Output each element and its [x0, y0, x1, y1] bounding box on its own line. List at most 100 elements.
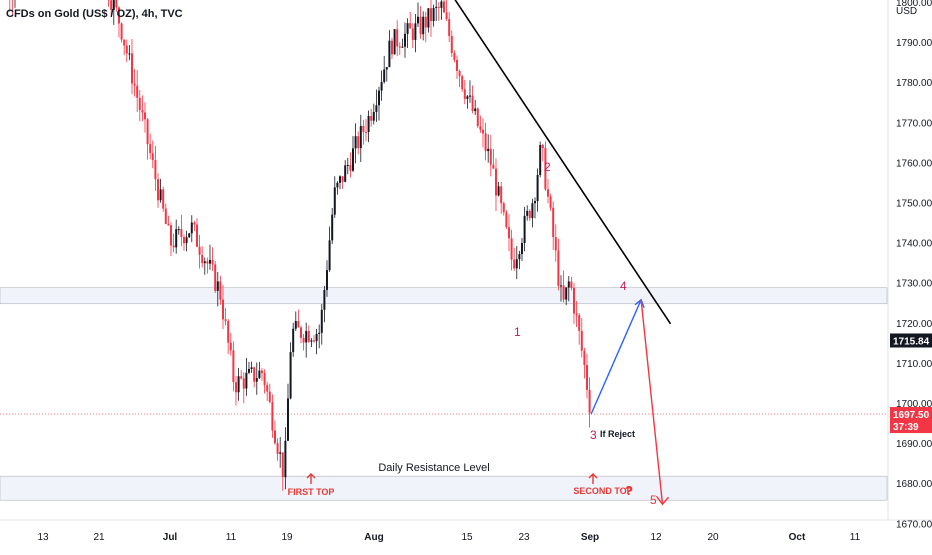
zone-1 — [0, 476, 887, 500]
candle-body — [191, 223, 193, 234]
candle-body — [529, 211, 531, 218]
candle-body — [399, 46, 401, 47]
candle-body — [409, 23, 411, 28]
candle-body — [352, 148, 354, 170]
price-axis[interactable]: 1670.001680.001690.001700.001710.001720.… — [888, 0, 932, 530]
resistance-label: Daily Resistance Level — [378, 462, 489, 474]
candle-body — [264, 373, 266, 385]
candle-body — [227, 321, 229, 343]
price-tick-label: 1790.00 — [896, 38, 932, 49]
candle-body — [316, 334, 318, 341]
candle-body — [193, 223, 195, 225]
price-badge-label: 1715.84 — [893, 336, 930, 347]
candle-body — [147, 119, 149, 144]
projection-down-arrow[interactable] — [641, 300, 662, 505]
candle-body — [245, 373, 247, 389]
candle-body — [552, 208, 554, 237]
candle-body — [251, 367, 253, 369]
candle-body — [323, 290, 325, 310]
candle-body — [547, 189, 549, 196]
candle-body — [136, 86, 138, 98]
trendline[interactable] — [441, 0, 670, 324]
candle-body — [422, 17, 424, 34]
candle-body — [550, 196, 552, 207]
candle-body — [347, 165, 349, 166]
candle-body — [373, 112, 375, 121]
candle-body — [180, 229, 182, 237]
candle-body — [186, 237, 188, 243]
candle-body — [128, 53, 130, 54]
candle-body — [433, 8, 435, 21]
candle-body — [240, 376, 242, 378]
candle-body — [573, 288, 575, 314]
candle-body — [308, 331, 310, 342]
candle-body — [204, 261, 206, 263]
candle-body — [334, 187, 336, 214]
candle-body — [183, 237, 185, 243]
candle-body — [269, 392, 271, 402]
candle-body — [303, 338, 305, 343]
symbol-title: CFDs on Gold (US$ / OZ), 4h, TVC — [6, 8, 183, 20]
candle-body — [490, 149, 492, 165]
candle-body — [464, 89, 466, 99]
price-tick-label: 1710.00 — [896, 359, 932, 370]
candle-body — [318, 333, 320, 334]
candle-body — [232, 350, 234, 382]
price-tick-label: 1680.00 — [896, 479, 932, 490]
candle-body — [453, 53, 455, 60]
candle-body — [165, 209, 167, 224]
candle-body — [214, 264, 216, 291]
candle-body — [235, 382, 237, 392]
second-top-label: SECOND TOP — [573, 486, 632, 496]
candle-body — [321, 310, 323, 333]
candle-body — [271, 402, 273, 431]
candle-body — [526, 211, 528, 216]
candle-body — [305, 331, 307, 342]
candle-body — [518, 254, 520, 259]
time-tick-label: Sep — [581, 532, 599, 543]
time-tick-label: 19 — [281, 532, 293, 543]
candle-body — [427, 8, 429, 27]
candle-body — [407, 23, 409, 34]
candle-body — [537, 175, 539, 201]
candle-body — [542, 145, 544, 148]
price-tick-label: 1770.00 — [896, 118, 932, 129]
candle-body — [212, 260, 214, 264]
candle-body — [378, 91, 380, 106]
candle-body — [277, 443, 279, 454]
candle-body — [290, 352, 292, 398]
candle-body — [492, 165, 494, 169]
candle-body — [225, 319, 227, 321]
candle-body — [420, 17, 422, 34]
wave-label-4: 4 — [620, 279, 627, 293]
candle-body — [589, 390, 591, 413]
candle-body — [570, 281, 572, 287]
candle-body — [576, 313, 578, 315]
candle-body — [560, 285, 562, 286]
candle-body — [201, 255, 203, 263]
time-tick-label: 12 — [650, 532, 662, 543]
candle-body — [578, 315, 580, 331]
candle-body — [425, 17, 427, 28]
candle-body — [344, 165, 346, 181]
candle-body — [123, 40, 125, 46]
candle-body — [370, 116, 372, 121]
candle-body — [310, 340, 312, 341]
candle-body — [368, 116, 370, 132]
candle-body — [217, 281, 219, 291]
candle-body — [581, 331, 583, 351]
candle-body — [485, 133, 487, 151]
candle-body — [412, 28, 414, 39]
candle-body — [282, 452, 284, 477]
projection-up-arrow[interactable] — [591, 300, 641, 414]
candle-body — [583, 351, 585, 365]
currency-label: USD — [896, 6, 917, 17]
candle-body — [477, 109, 479, 127]
price-badge-label: 37:39 — [893, 422, 919, 433]
candle-body — [469, 96, 471, 97]
question-mark: ? — [625, 483, 633, 498]
candle-body — [472, 96, 474, 111]
